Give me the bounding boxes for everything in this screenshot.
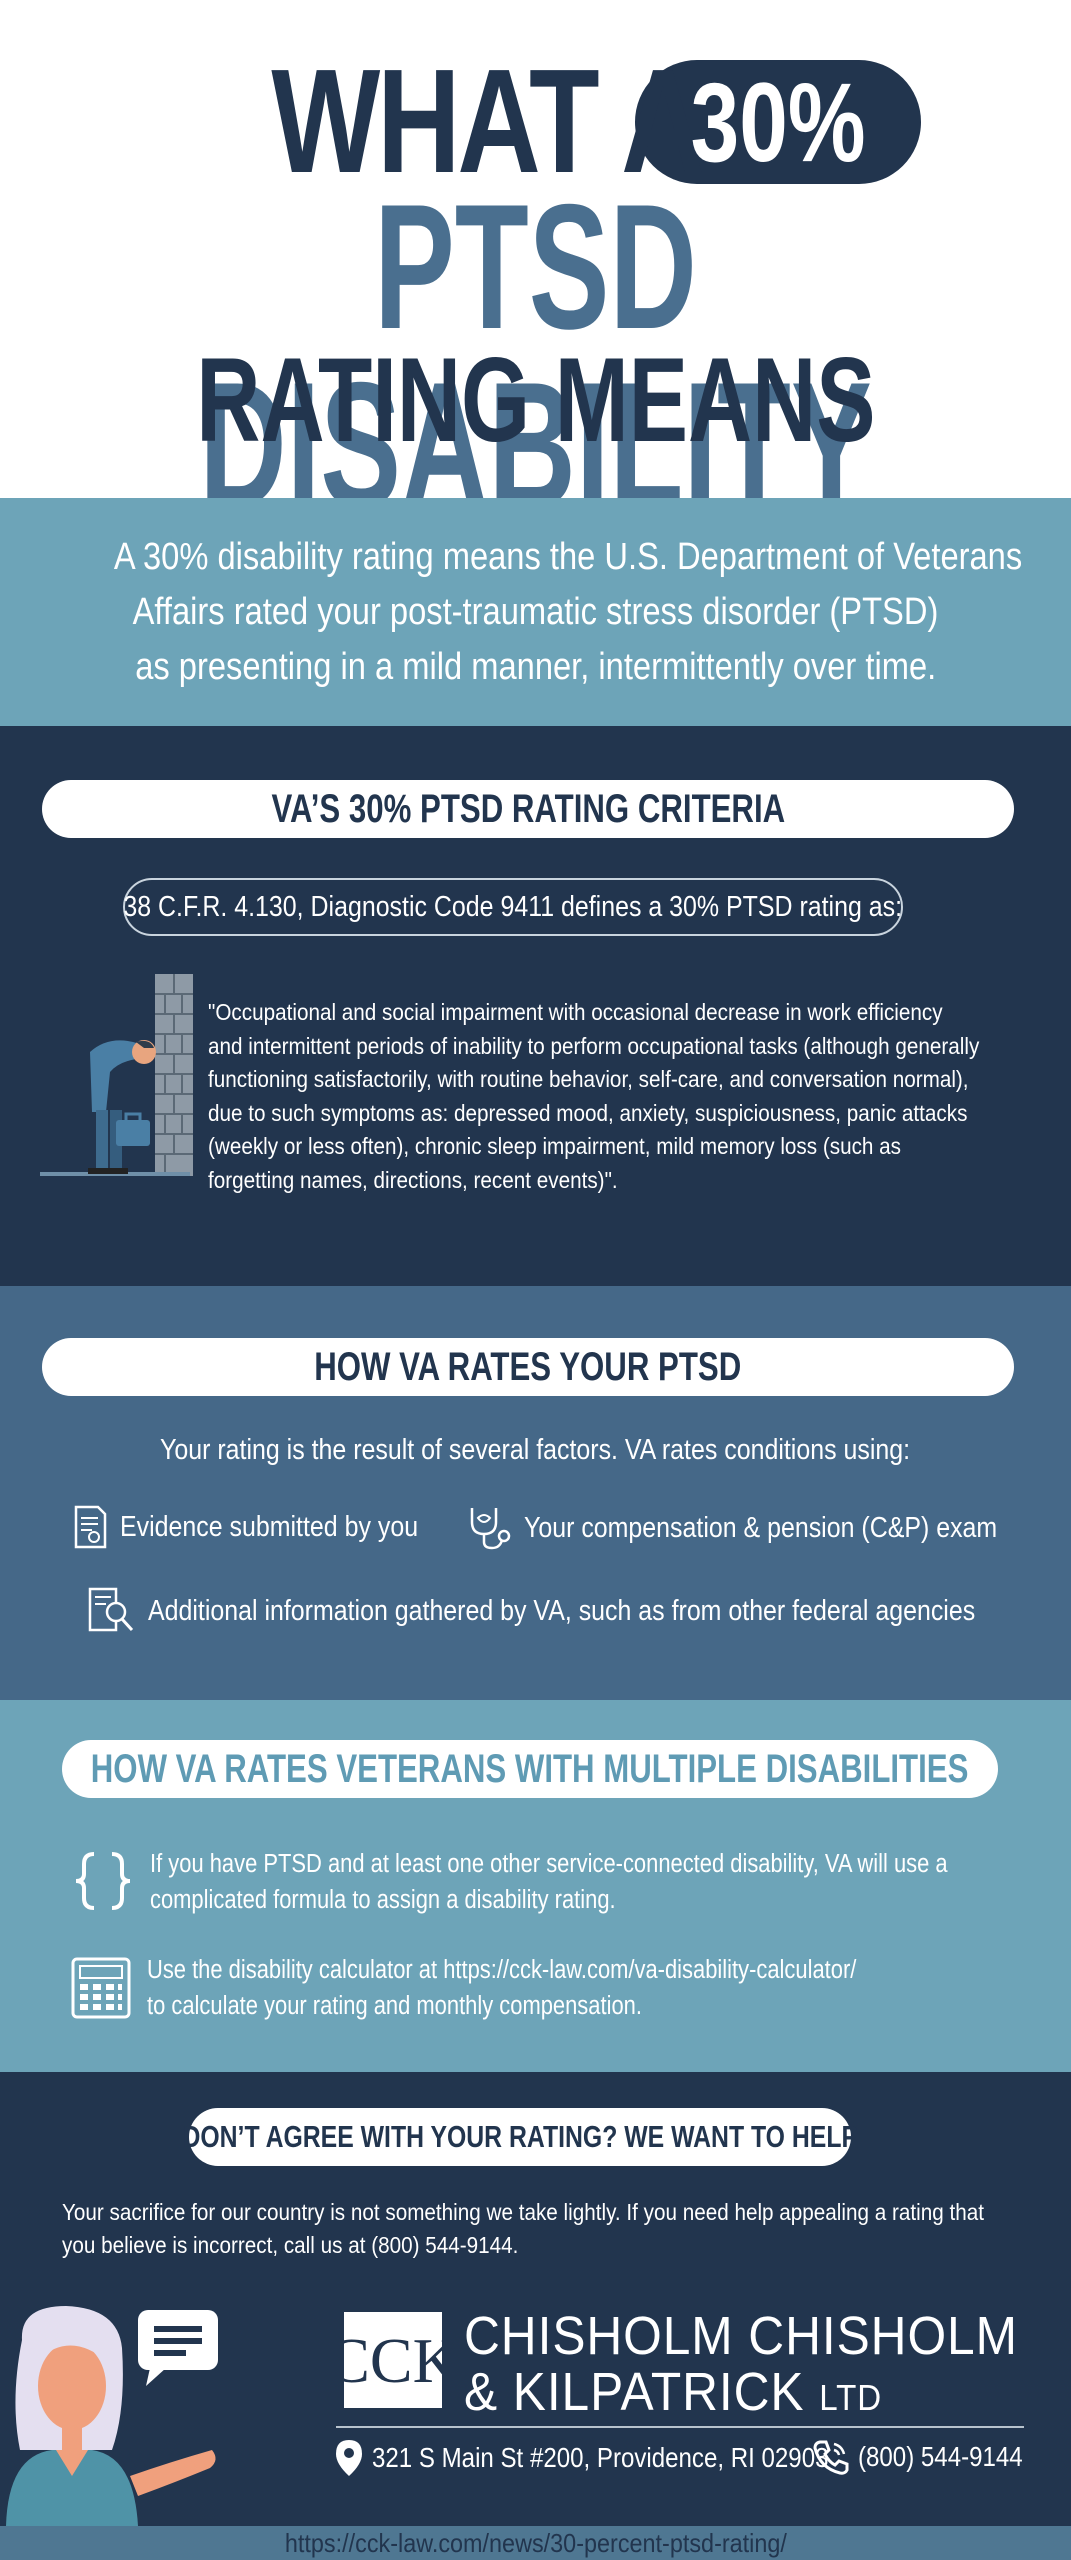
document-search-icon bbox=[88, 1587, 134, 1632]
factor-evidence: Evidence submitted by you bbox=[70, 1504, 467, 1550]
criteria-heading: VA’S 30% PTSD RATING CRITERIA bbox=[42, 780, 1014, 838]
address: 321 S Main St #200, Providence, RI 02903 bbox=[334, 2438, 903, 2478]
factor-additional-info: Additional information gathered by VA, s… bbox=[86, 1586, 1071, 1636]
criteria-section: VA’S 30% PTSD RATING CRITERIA 38 C.F.R. … bbox=[0, 726, 1071, 1286]
firm-name-ltd: LTD bbox=[819, 2377, 883, 2418]
quote-line: and intermittent periods of inability to… bbox=[208, 1032, 980, 1059]
address-text: 321 S Main St #200, Providence, RI 02903 bbox=[372, 2442, 829, 2473]
phone-icon bbox=[813, 2440, 849, 2475]
phone-text[interactable]: (800) 544-9144 bbox=[858, 2441, 1023, 2472]
how-rates-heading-text: HOW VA RATES YOUR PTSD bbox=[314, 1344, 742, 1389]
factor-cp-exam-label: Your compensation & pension (C&P) exam bbox=[524, 1511, 998, 1544]
how-rates-subline-text: Your rating is the result of several fac… bbox=[160, 1434, 911, 1466]
document-icon bbox=[74, 1505, 107, 1549]
intro-line: Affairs rated your post-traumatic stress… bbox=[132, 591, 939, 633]
criteria-quote: "Occupational and social impairment with… bbox=[208, 996, 1044, 1197]
intro-text: A 30% disability rating means the U.S. D… bbox=[40, 530, 1031, 695]
person-leaning-on-wall-icon bbox=[40, 974, 193, 1176]
multiple-formula-text: If you have PTSD and at least one other … bbox=[150, 1846, 1071, 1918]
firm-name: CHISHOLM CHISHOLM & KILPATRICK LTD bbox=[464, 2308, 1066, 2426]
footer: https://cck-law.com/news/30-percent-ptsd… bbox=[0, 2526, 1071, 2560]
intro-section: A 30% disability rating means the U.S. D… bbox=[0, 498, 1071, 726]
intro-line: as presenting in a mild manner, intermit… bbox=[134, 646, 937, 688]
stethoscope-icon bbox=[470, 1508, 511, 1550]
help-heading-text: DON’T AGREE WITH YOUR RATING? WE WANT TO… bbox=[182, 2119, 858, 2154]
multiple-formula-line: complicated formula to assign a disabili… bbox=[150, 1886, 616, 1914]
title-line-1: WHAT A 30% bbox=[0, 39, 1071, 204]
contact-divider bbox=[336, 2426, 1024, 2428]
title-what-a: WHAT A bbox=[271, 39, 704, 204]
criteria-heading-text: VA’S 30% PTSD RATING CRITERIA bbox=[271, 786, 785, 831]
title-line-3: RATING MEANS bbox=[0, 340, 1071, 460]
help-text: Your sacrifice for our country is not so… bbox=[62, 2196, 1022, 2262]
factor-cp-exam: Your compensation & pension (C&P) exam bbox=[464, 1504, 1071, 1552]
quote-line: forgetting names, directions, recent eve… bbox=[208, 1166, 618, 1193]
factor-evidence-label: Evidence submitted by you bbox=[120, 1510, 419, 1543]
firm-logo[interactable]: CCK CHISHOLM CHISHOLM & KILPATRICK LTD bbox=[344, 2308, 1024, 2420]
curly-braces-icon bbox=[75, 1852, 131, 1910]
woman-with-speech-bubble-icon bbox=[6, 2306, 218, 2526]
quote-line: "Occupational and social impairment with… bbox=[208, 999, 943, 1025]
help-section: DON’T AGREE WITH YOUR RATING? WE WANT TO… bbox=[0, 2072, 1071, 2526]
multiple-calculator-line[interactable]: Use the disability calculator at https:/… bbox=[147, 1956, 857, 1984]
location-pin-icon bbox=[336, 2440, 362, 2476]
title-rating-means: RATING MEANS bbox=[195, 333, 876, 467]
multiple-heading-text: HOW VA RATES VETERANS WITH MULTIPLE DISA… bbox=[91, 1746, 969, 1791]
diagnostic-code-text: 38 C.F.R. 4.130, Diagnostic Code 9411 de… bbox=[123, 890, 903, 923]
phone[interactable]: (800) 544-9144 bbox=[812, 2438, 1049, 2476]
title-percent-badge: 30% bbox=[635, 59, 922, 185]
help-text-line: you believe is incorrect, call us at (80… bbox=[62, 2232, 519, 2258]
how-va-rates-section: HOW VA RATES YOUR PTSD Your rating is th… bbox=[0, 1286, 1071, 1700]
multiple-calculator-line: to calculate your rating and monthly com… bbox=[147, 1992, 642, 2020]
multiple-formula-line: If you have PTSD and at least one other … bbox=[150, 1850, 948, 1878]
how-rates-subline: Your rating is the result of several fac… bbox=[0, 1434, 1071, 1467]
help-text-line: Your sacrifice for our country is not so… bbox=[62, 2199, 984, 2225]
how-rates-heading: HOW VA RATES YOUR PTSD bbox=[42, 1338, 1014, 1396]
diagnostic-code-pill: 38 C.F.R. 4.130, Diagnostic Code 9411 de… bbox=[123, 878, 903, 936]
logo-mark-text: CCK bbox=[344, 2325, 442, 2396]
quote-line: functioning satisfactorily, with routine… bbox=[208, 1066, 969, 1092]
footer-url-link[interactable]: https://cck-law.com/news/30-percent-ptsd… bbox=[284, 2528, 787, 2558]
firm-name-line-2: & KILPATRICK bbox=[464, 2362, 805, 2422]
calculator-icon bbox=[71, 1957, 131, 2019]
quote-line: (weekly or less often), chronic sleep im… bbox=[208, 1133, 902, 1159]
firm-name-line-1: CHISHOLM CHISHOLM bbox=[464, 2306, 1018, 2366]
header: WHAT A 30% PTSD DISABILITY RATING MEANS bbox=[0, 0, 1071, 534]
factor-additional-info-label: Additional information gathered by VA, s… bbox=[148, 1594, 976, 1627]
multiple-calculator-text: Use the disability calculator at https:/… bbox=[147, 1952, 972, 2024]
cck-logo-icon: CCK bbox=[344, 2312, 442, 2408]
multiple-heading: HOW VA RATES VETERANS WITH MULTIPLE DISA… bbox=[62, 1740, 998, 1798]
intro-line: A 30% disability rating means the U.S. D… bbox=[113, 536, 1023, 578]
title-percent-text: 30% bbox=[690, 59, 866, 185]
multiple-disabilities-section: HOW VA RATES VETERANS WITH MULTIPLE DISA… bbox=[0, 1700, 1071, 2072]
quote-line: due to such symptoms as: depressed mood,… bbox=[208, 1099, 968, 1126]
help-heading: DON’T AGREE WITH YOUR RATING? WE WANT TO… bbox=[182, 2108, 858, 2166]
footer-url-wrap: https://cck-law.com/news/30-percent-ptsd… bbox=[0, 2528, 1071, 2559]
